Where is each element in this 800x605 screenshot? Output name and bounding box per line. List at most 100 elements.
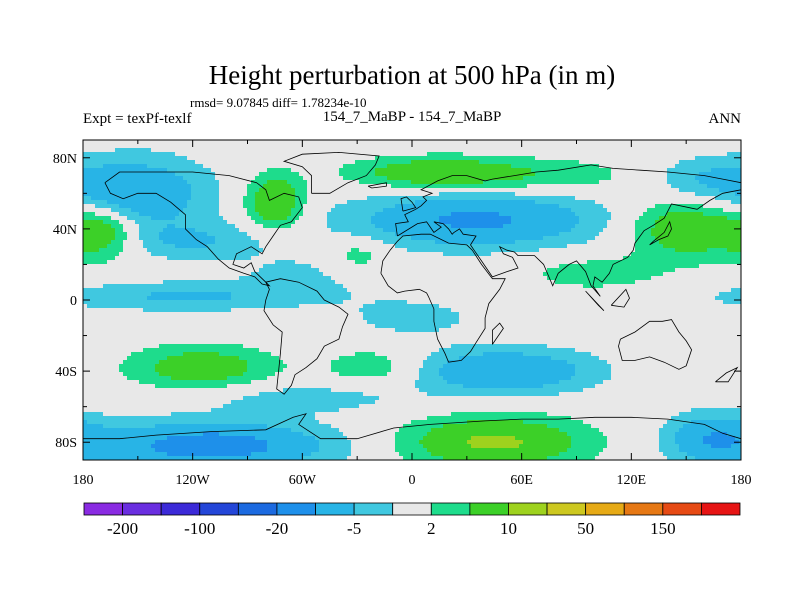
field-cell xyxy=(651,252,656,257)
field-cell xyxy=(455,236,460,241)
field-cell xyxy=(535,236,540,241)
field-cell xyxy=(367,256,372,261)
field-cell xyxy=(247,140,252,145)
field-cell xyxy=(487,204,492,209)
field-cell xyxy=(119,168,124,173)
field-cell xyxy=(271,236,276,241)
field-cell xyxy=(435,232,440,237)
field-cell xyxy=(559,232,564,237)
field-cell xyxy=(119,232,124,237)
field-cell xyxy=(711,160,716,165)
field-cell xyxy=(291,200,296,205)
field-cell xyxy=(299,224,304,229)
field-cell xyxy=(303,248,308,253)
field-cell xyxy=(623,244,628,249)
field-cell xyxy=(527,172,532,177)
field-cell xyxy=(239,244,244,249)
field-cell xyxy=(287,168,292,173)
field-cell xyxy=(727,224,732,229)
field-cell xyxy=(379,200,384,205)
field-cell xyxy=(487,184,492,189)
field-cell xyxy=(655,216,660,221)
field-cell xyxy=(103,212,108,217)
field-cell xyxy=(255,148,260,153)
field-cell xyxy=(587,208,592,213)
field-cell xyxy=(595,188,600,193)
field-cell xyxy=(131,176,136,181)
field-cell xyxy=(671,212,676,217)
field-cell xyxy=(319,192,324,197)
field-cell xyxy=(295,240,300,245)
field-cell xyxy=(211,144,216,149)
field-cell xyxy=(115,140,120,145)
field-cell xyxy=(347,184,352,189)
field-cell xyxy=(155,156,160,161)
field-cell xyxy=(95,228,100,233)
field-cell xyxy=(711,204,716,209)
field-cell xyxy=(607,248,612,253)
field-cell xyxy=(579,156,584,161)
field-cell xyxy=(651,140,656,145)
field-cell xyxy=(623,168,628,173)
field-cell xyxy=(163,204,168,209)
field-cell xyxy=(531,216,536,221)
field-cell xyxy=(547,168,552,173)
field-cell xyxy=(127,156,132,161)
field-cell xyxy=(575,228,580,233)
field-cell xyxy=(731,156,736,161)
field-cell xyxy=(539,156,544,161)
field-cell xyxy=(531,224,536,229)
field-cell xyxy=(551,140,556,145)
field-cell xyxy=(603,180,608,185)
field-cell xyxy=(571,212,576,217)
field-cell xyxy=(699,200,704,205)
field-cell xyxy=(383,228,388,233)
field-cell xyxy=(535,172,540,177)
field-cell xyxy=(551,172,556,177)
field-cell xyxy=(431,156,436,161)
field-cell xyxy=(371,220,376,225)
field-cell xyxy=(459,256,464,261)
field-cell xyxy=(195,164,200,169)
field-cell xyxy=(499,236,504,241)
field-cell xyxy=(543,172,548,177)
field-cell xyxy=(195,236,200,241)
field-cell xyxy=(111,204,116,209)
field-cell xyxy=(355,244,360,249)
field-cell xyxy=(235,252,240,257)
field-cell xyxy=(199,196,204,201)
field-cell xyxy=(151,204,156,209)
field-cell xyxy=(447,144,452,149)
field-cell xyxy=(403,252,408,257)
field-cell xyxy=(211,176,216,181)
field-cell xyxy=(499,152,504,157)
field-cell xyxy=(387,256,392,261)
field-cell xyxy=(731,228,736,233)
field-cell xyxy=(475,144,480,149)
field-cell xyxy=(131,192,136,197)
field-cell xyxy=(667,148,672,153)
field-cell xyxy=(731,256,736,261)
field-cell xyxy=(507,232,512,237)
field-cell xyxy=(679,168,684,173)
field-cell xyxy=(487,188,492,193)
field-cell xyxy=(207,216,212,221)
field-cell xyxy=(255,176,260,181)
field-cell xyxy=(439,228,444,233)
field-cell xyxy=(287,156,292,161)
field-cell xyxy=(487,220,492,225)
field-cell xyxy=(651,200,656,205)
field-cell xyxy=(667,252,672,257)
field-cell xyxy=(371,212,376,217)
field-cell xyxy=(559,212,564,217)
field-cell xyxy=(587,228,592,233)
field-cell xyxy=(675,204,680,209)
field-cell xyxy=(111,220,116,225)
field-cell xyxy=(83,220,88,225)
field-cell xyxy=(439,172,444,177)
field-cell xyxy=(375,148,380,153)
field-cell xyxy=(399,176,404,181)
field-cell xyxy=(679,184,684,189)
field-cell xyxy=(523,208,528,213)
